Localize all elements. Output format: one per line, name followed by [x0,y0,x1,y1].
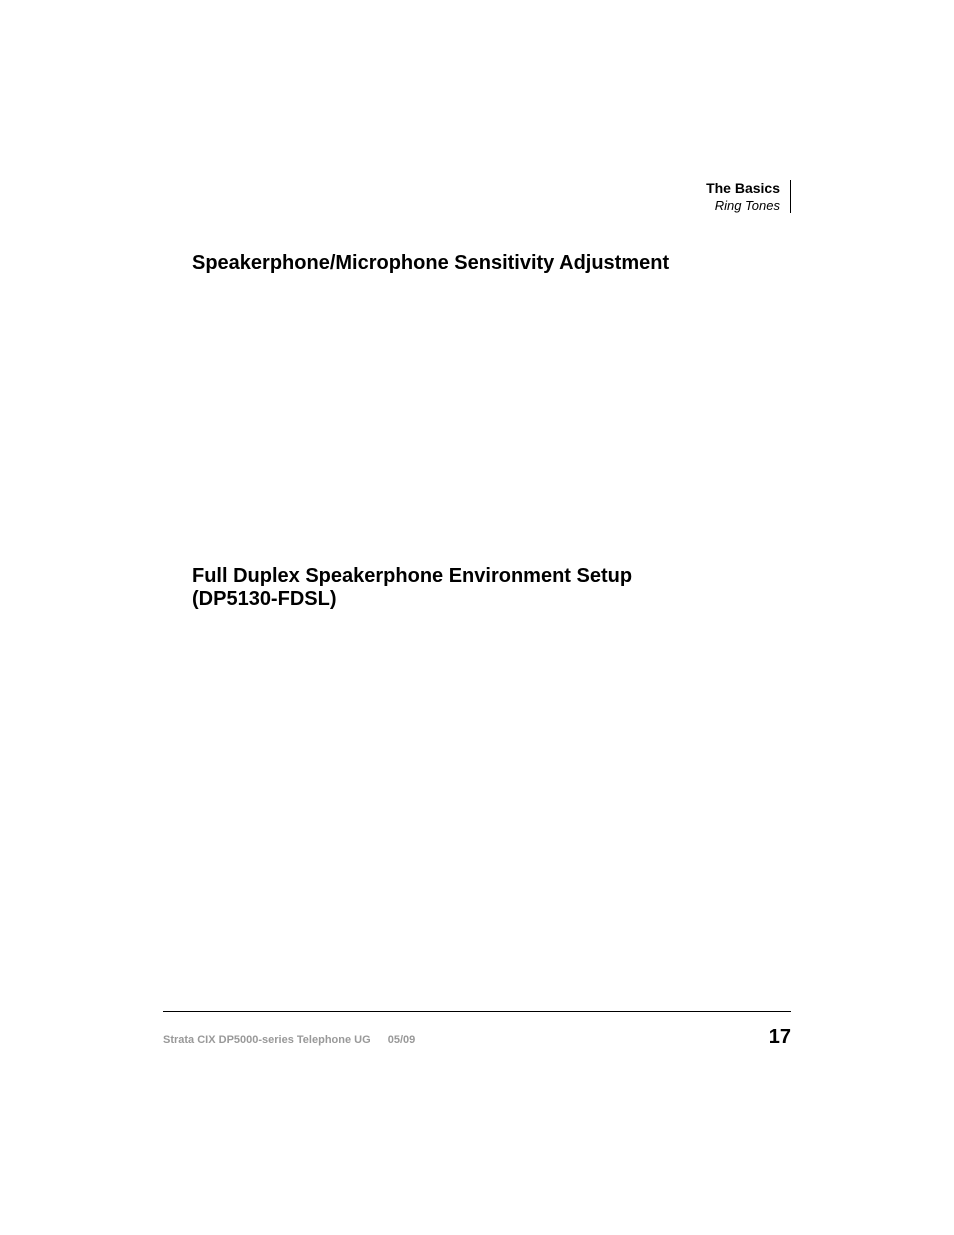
chapter-title: The Basics [706,180,780,196]
section-name: Ring Tones [706,198,780,213]
heading-line-1: Full Duplex Speakerphone Environment Set… [192,565,632,587]
heading-full-duplex-setup: Full Duplex Speakerphone Environment Set… [192,565,632,611]
heading-line-2: (DP5130-FDSL) [192,588,336,610]
footer-doc-title: Strata CIX DP5000-series Telephone UG [163,1034,371,1046]
page-footer: Strata CIX DP5000-series Telephone UG 05… [163,1026,791,1049]
footer-divider [163,1011,791,1012]
footer-document-info: Strata CIX DP5000-series Telephone UG 05… [163,1034,415,1046]
heading-speakerphone-sensitivity: Speakerphone/Microphone Sensitivity Adju… [192,252,669,275]
page-number: 17 [769,1026,791,1049]
footer-date: 05/09 [388,1034,416,1046]
running-header: The Basics Ring Tones [706,180,791,213]
